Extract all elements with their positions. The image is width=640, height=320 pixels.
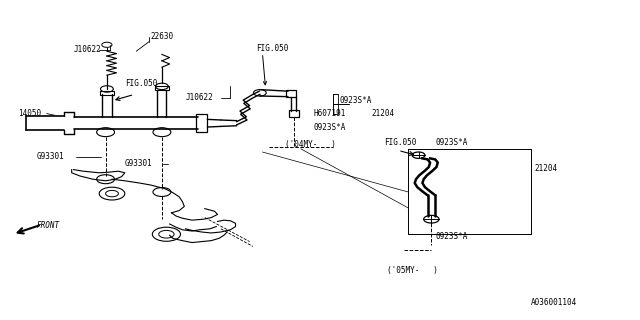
Text: A036001104: A036001104 — [531, 298, 577, 307]
Text: 0923S*A: 0923S*A — [435, 138, 468, 147]
Bar — [286, 90, 296, 97]
Text: FRONT: FRONT — [37, 221, 60, 230]
Text: ('04MY-   ): ('04MY- ) — [285, 140, 335, 148]
Text: H607191: H607191 — [314, 109, 346, 118]
Text: 21204: 21204 — [534, 164, 557, 172]
Text: G93301: G93301 — [125, 159, 152, 168]
Text: J10622: J10622 — [186, 93, 213, 102]
Text: G93301: G93301 — [37, 152, 65, 161]
Text: 0923S*A: 0923S*A — [314, 123, 346, 132]
Text: 22630: 22630 — [150, 32, 173, 41]
Text: 0923S*A: 0923S*A — [435, 232, 468, 241]
Text: FIG.050: FIG.050 — [125, 79, 157, 88]
Text: ('05MY-   ): ('05MY- ) — [387, 266, 438, 275]
Text: J10622: J10622 — [74, 45, 101, 54]
Text: FIG.050: FIG.050 — [384, 138, 417, 147]
Text: 21204: 21204 — [371, 109, 394, 118]
Bar — [196, 114, 207, 132]
Bar — [155, 86, 169, 90]
Text: FIG.050: FIG.050 — [256, 44, 289, 52]
Bar — [289, 110, 299, 117]
Bar — [100, 91, 114, 95]
Text: 14050: 14050 — [18, 109, 41, 118]
Text: 0923S*A: 0923S*A — [339, 96, 372, 105]
